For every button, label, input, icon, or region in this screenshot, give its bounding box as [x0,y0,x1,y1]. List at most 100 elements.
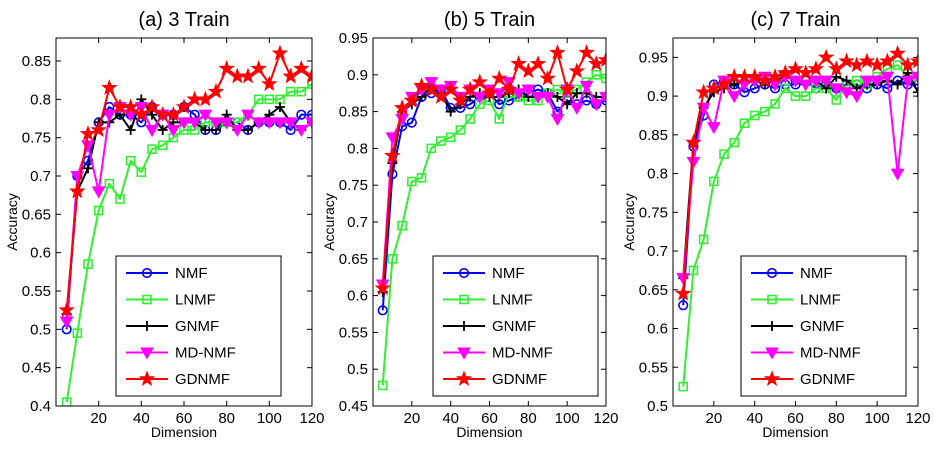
y-tick-label: 0.65 [22,206,51,223]
data-point-gdnmf [588,55,605,71]
data-point-gdnmf [500,80,518,97]
legend-marker-lnmf [459,294,469,305]
data-point-md-nmf [511,88,526,101]
data-point-md-nmf [241,109,255,122]
legend-label: LNMF [492,292,533,309]
y-tick-label: 0.8 [347,140,368,157]
data-point-lnmf [494,114,505,124]
data-point-gdnmf [879,52,896,69]
data-point-gdnmf [909,52,918,69]
legend-marker-md-nmf [765,347,779,360]
data-point-gdnmf [303,67,312,84]
chart-panel-2: 20 40 60 80 100 120 0.45 0.5 0.55 0.6 0.65 0.7 0.75 0… [321,9,619,440]
data-point-nmf [377,305,388,316]
data-point-lnmf [377,380,388,391]
legend: NMF LNMF GNMF MD-NMF GDNMF [740,255,907,397]
chart-title: (b) 5 Train [444,9,535,31]
data-point-md-nmf [890,168,905,181]
data-point-gdnmf [777,64,794,80]
chart-title: (c) 7 Train [750,9,840,31]
data-point-gnmf [83,163,93,174]
data-point-lnmf [93,205,104,216]
data-point-gdnmf [423,80,440,97]
data-point-gdnmf [175,98,193,115]
y-tick-label: 0.45 [339,398,368,415]
data-point-lnmf [892,60,903,70]
data-point-gdnmf [685,133,702,150]
data-point-gdnmf [79,125,97,141]
legend: NMF LNMF GNMF MD-NMF GDNMF [115,255,282,397]
y-tick-label: 0.9 [347,67,368,84]
data-point-lnmf [83,259,93,269]
data-point-gdnmf [271,44,289,61]
data-point-md-nmf [177,117,191,130]
data-point-lnmf [147,144,157,154]
data-point-md-nmf [251,117,266,130]
data-point-lnmf [709,176,719,187]
data-point-gdnmf [787,60,804,77]
data-point-gdnmf [481,84,498,101]
data-point-gdnmf [250,60,267,76]
data-point-gdnmf [529,55,547,71]
legend-item-lnmf: LNMF [126,292,216,309]
data-point-md-nmf [829,83,844,96]
legend-item-lnmf: LNMF [443,292,533,309]
data-point-lnmf [416,173,427,183]
data-point-gdnmf [597,51,606,68]
legend-item-lnmf: LNMF [751,292,841,309]
legend-label: GNMF [175,318,219,335]
legend-label: LNMF [800,292,841,309]
x-tick-label: 80 [828,410,845,427]
data-point-gdnmf [58,301,75,318]
legend-marker-md-nmf [457,347,471,360]
legend-item-nmf: NMF [126,265,208,282]
data-point-lnmf [426,143,437,154]
data-point-md-nmf [798,79,813,92]
data-point-md-nmf [599,91,606,104]
x-tick-label: 40 [133,410,150,427]
legend-label: MD-NMF [492,345,553,362]
data-point-lnmf [436,136,446,146]
data-point-lnmf [688,265,699,276]
y-axis-label: Accuracy [621,193,637,251]
data-point-md-nmf [870,75,885,88]
legend: NMF LNMF GNMF MD-NMF GDNMF [432,255,599,397]
x-tick-label: 60 [787,410,804,427]
y-tick-label: 0.5 [30,321,51,338]
y-tick-label: 0.8 [30,91,51,108]
data-point-lnmf [387,254,398,264]
data-point-md-nmf [849,91,864,104]
y-tick-label: 0.45 [22,360,51,377]
legend-label: MD-NMF [800,345,861,362]
data-point-md-nmf [219,117,234,130]
data-point-gdnmf [261,75,278,92]
data-point-md-nmf [91,186,106,199]
data-point-gdnmf [510,55,527,71]
data-point-gdnmf [452,91,469,108]
data-point-gdnmf [705,79,723,96]
data-point-lnmf [601,73,606,84]
data-point-md-nmf [589,99,604,112]
data-point-gdnmf [133,106,150,122]
data-point-lnmf [465,114,475,124]
data-point-gdnmf [828,60,845,77]
data-point-gdnmf [889,44,906,61]
x-tick-label: 120 [299,410,324,427]
legend-marker-gnmf [142,321,152,331]
y-tick-label: 0.6 [647,321,668,338]
data-point-gdnmf [490,69,508,86]
x-tick-label: 20 [403,410,420,427]
data-point-gnmf [445,106,456,117]
y-tick-label: 0.7 [347,214,368,231]
x-axis-label: Dimension [151,424,217,440]
legend-item-gdnmf: GDNMF [443,370,547,388]
data-point-gdnmf [69,182,86,199]
data-point-md-nmf [166,125,181,138]
legend-item-nmf: NMF [443,265,525,282]
data-point-gdnmf [282,67,299,84]
legend-label: GNMF [800,318,844,335]
y-tick-label: 0.9 [647,88,668,105]
data-point-md-nmf [579,80,594,93]
legend-label: NMF [800,265,833,282]
data-point-lnmf [264,94,275,105]
